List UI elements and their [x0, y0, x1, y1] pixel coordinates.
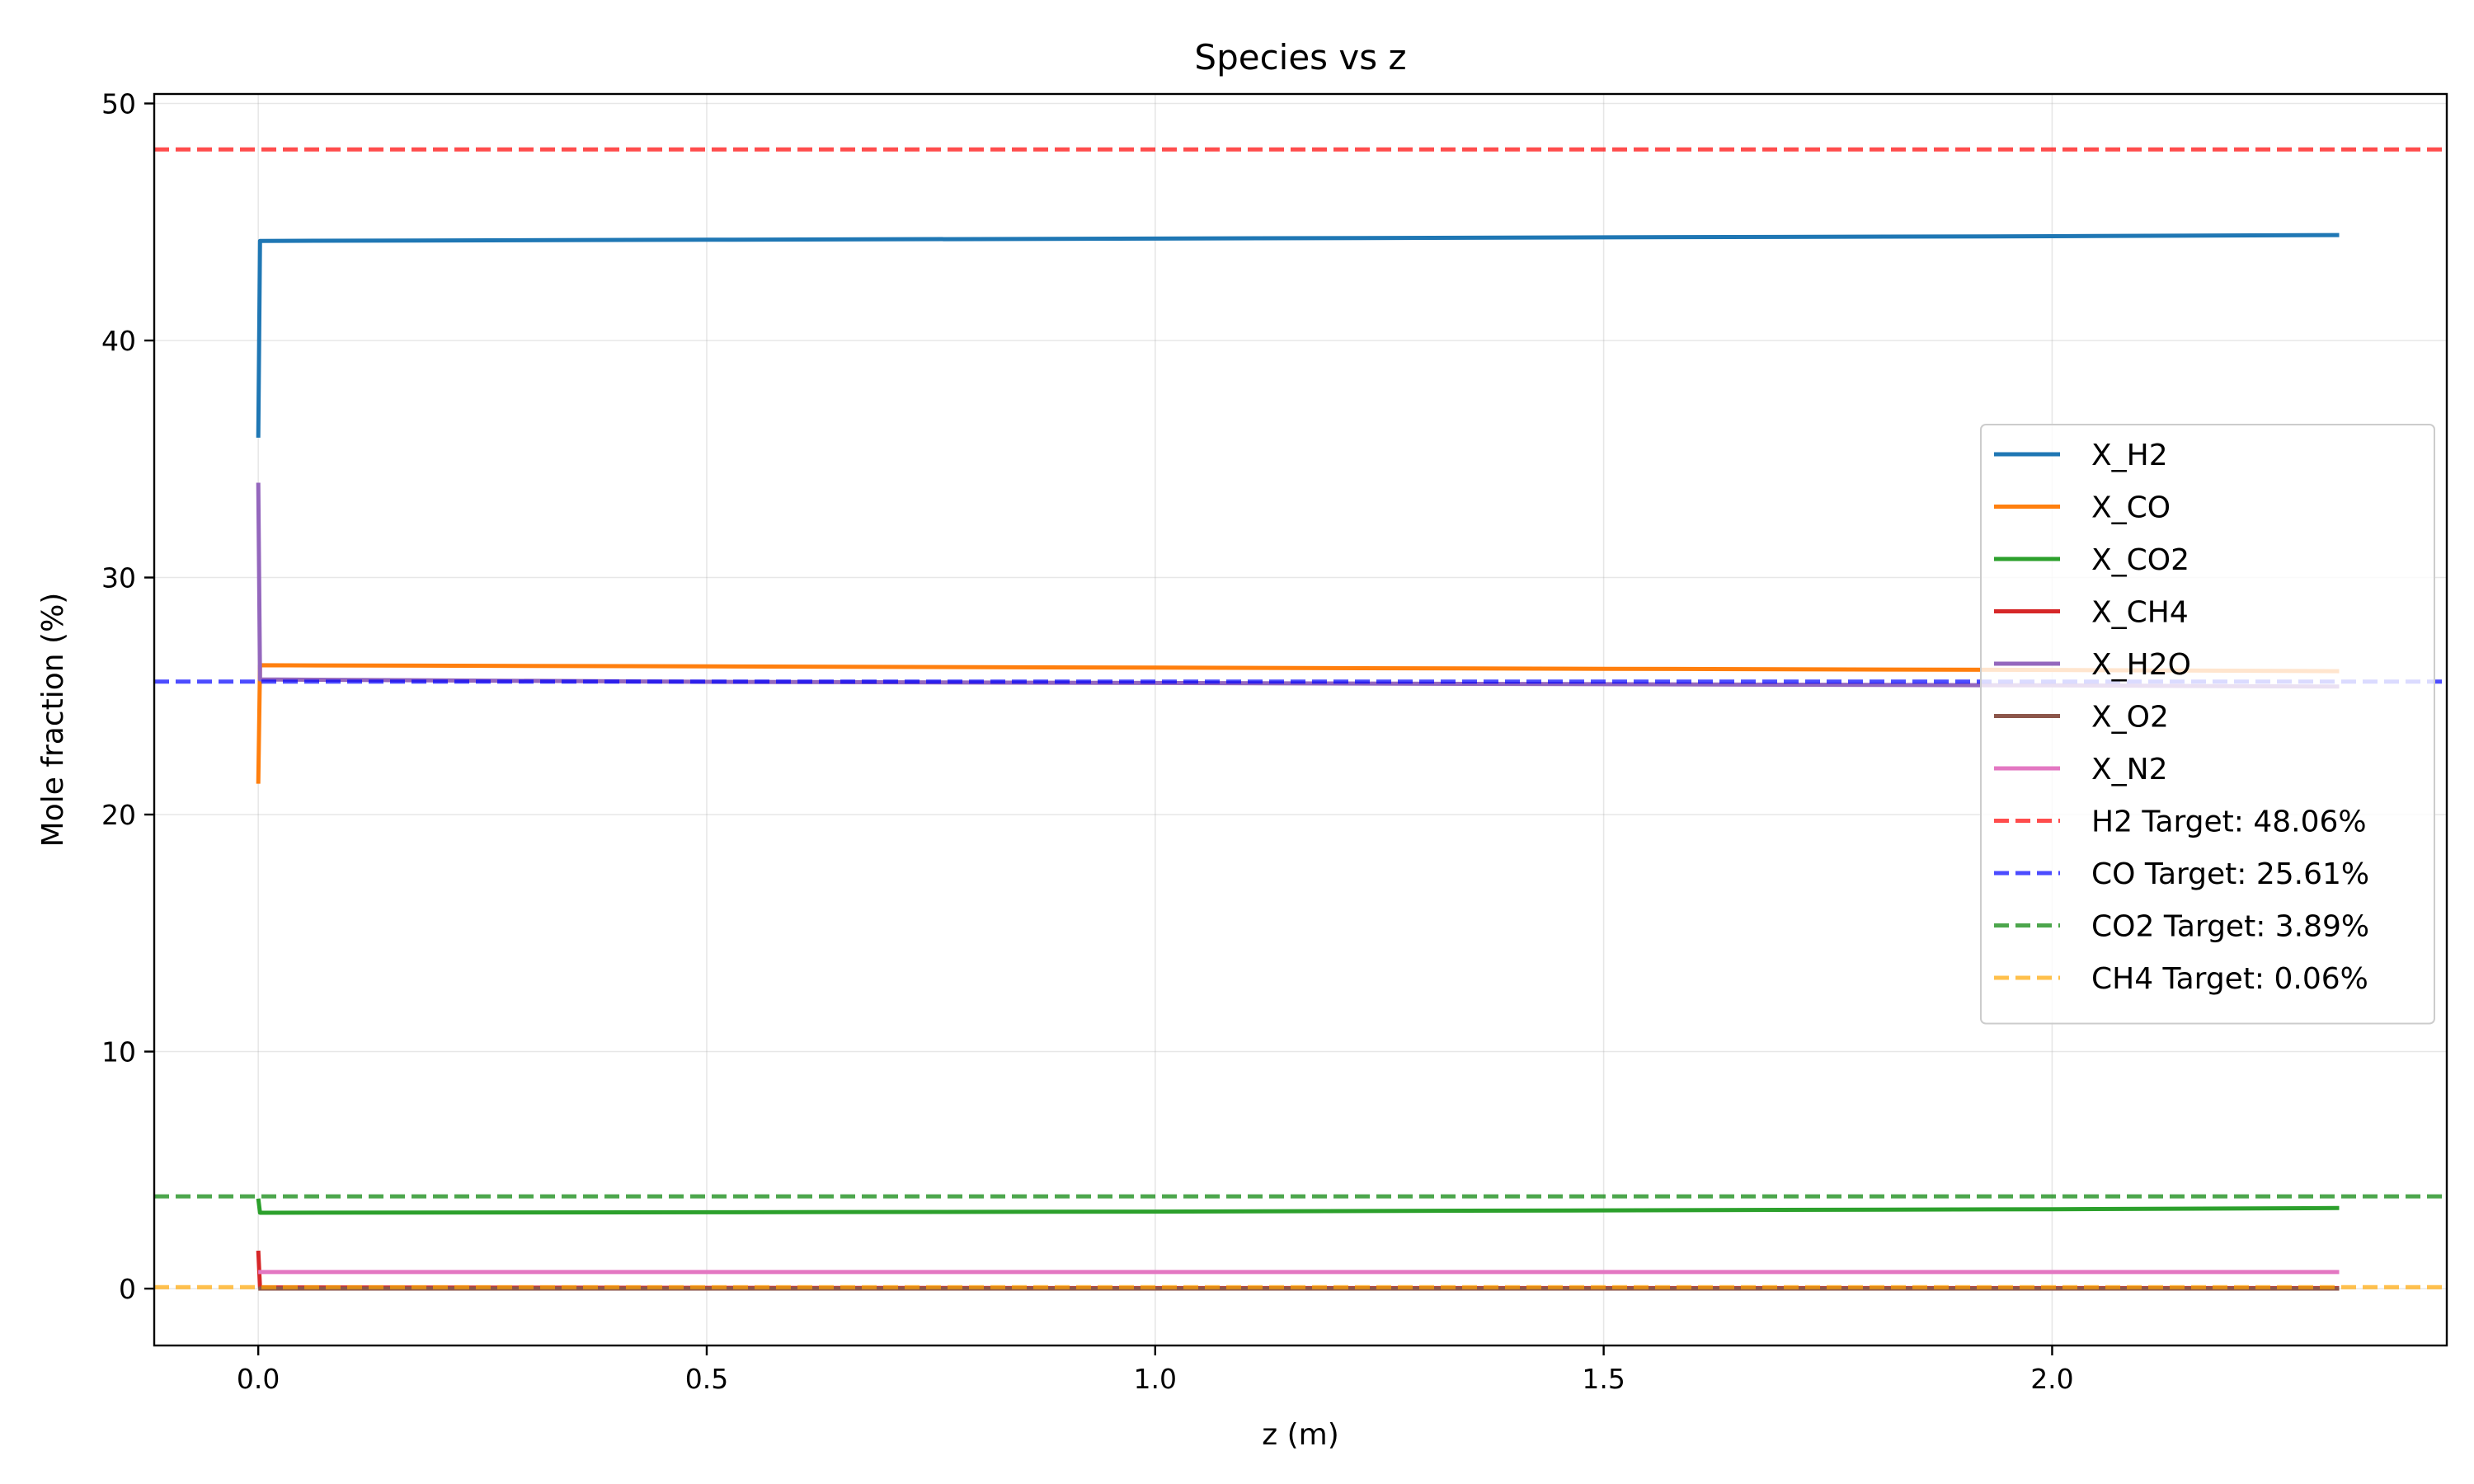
y-tick-label: 50	[101, 88, 136, 120]
x-tick-label: 0.5	[685, 1363, 728, 1395]
axes-frame	[153, 92, 2448, 1347]
legend: X_H2 X_CO X_CO2 X_CH4 X_H2O X_O2 X_N2 H2 Target…	[1980, 424, 2435, 1025]
legend-label: X_CO2	[2091, 543, 2189, 577]
grid	[154, 94, 2447, 1345]
x-tick-label: 0.0	[237, 1363, 280, 1395]
y-tick-label: 20	[101, 799, 136, 831]
y-tick-label: 40	[101, 325, 136, 357]
legend-box	[1980, 424, 2435, 1025]
legend-label: X_O2	[2091, 701, 2169, 735]
y-tick-label: 10	[101, 1036, 136, 1068]
ticks: 0.0 0.5 1.0 1.5 2.0 0 10 20 30 40 50	[101, 88, 2074, 1396]
y-axis-label: Mole fraction (%)	[36, 593, 70, 848]
legend-label: H2 Target: 48.06%	[2091, 805, 2367, 839]
legend-label: CO Target: 25.61%	[2091, 857, 2369, 891]
legend-label: X_H2O	[2091, 648, 2191, 682]
legend-label: X_N2	[2091, 753, 2168, 787]
legend-label: X_CO	[2091, 491, 2171, 525]
legend-label: X_CH4	[2091, 596, 2189, 630]
legend-label: CO2 Target: 3.89%	[2091, 910, 2369, 944]
series-line-x-h2	[256, 232, 2340, 438]
plot-area	[154, 147, 2447, 1291]
x-tick-label: 1.0	[1134, 1363, 1177, 1395]
x-tick-label: 1.5	[1582, 1363, 1625, 1395]
y-tick-label: 0	[119, 1273, 136, 1305]
x-axis-label: z (m)	[1262, 1418, 1339, 1452]
y-tick-label: 30	[101, 562, 136, 594]
series-line-x-co2	[256, 1198, 2340, 1215]
chart-title: Species vs z	[1194, 37, 1406, 77]
legend-label: CH4 Target: 0.06%	[2091, 962, 2368, 996]
x-tick-label: 2.0	[2030, 1363, 2073, 1395]
legend-label: X_H2	[2091, 439, 2168, 472]
